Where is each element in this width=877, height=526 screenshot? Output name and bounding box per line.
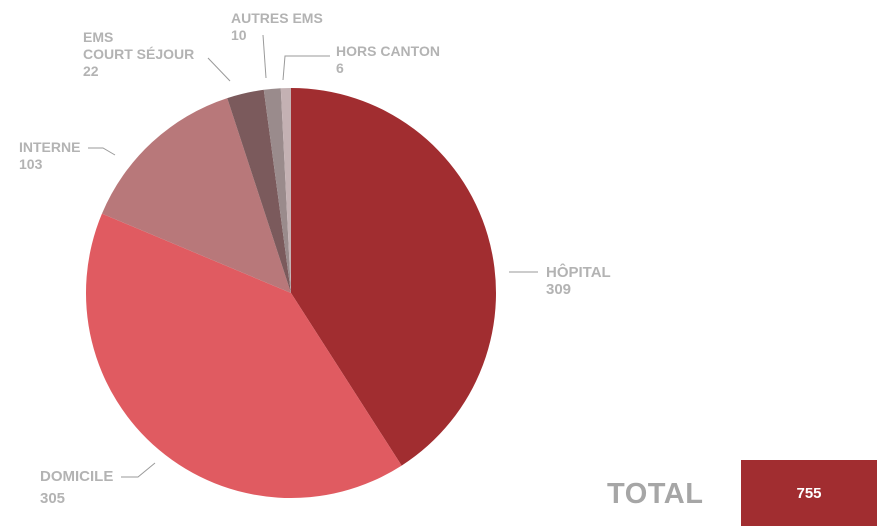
slice-label: AUTRES EMS 10	[231, 10, 323, 43]
pie-slice	[263, 88, 291, 293]
slice-value: 103	[19, 156, 43, 172]
slice-label: HÔPITAL 309	[546, 263, 611, 298]
leader-line	[88, 147, 116, 156]
leader-line	[262, 34, 267, 79]
pie-slices	[85, 88, 497, 499]
slice-value: 22	[83, 63, 99, 79]
leader-lines	[88, 34, 538, 478]
pie-slice	[101, 98, 291, 293]
pie-slice	[85, 213, 402, 499]
slice-label: DOMICILE 305	[40, 468, 113, 507]
pie-slice	[291, 88, 497, 466]
slice-value: 305	[40, 490, 65, 507]
slice-labels: HÔPITAL 309 DOMICILE 305 INTERNE 103 EMS COURT …	[19, 10, 611, 507]
total-label: TOTAL	[607, 478, 704, 510]
slice-value: 10	[231, 27, 247, 43]
slice-label: HORS CANTON 6	[336, 43, 440, 76]
slice-value: 309	[546, 281, 571, 298]
slice-label: INTERNE 103	[19, 139, 80, 172]
slice-label: EMS COURT SÉJOUR 22	[83, 29, 194, 79]
leader-line	[121, 462, 156, 478]
pie-slice	[227, 89, 291, 293]
leader-line	[207, 57, 231, 82]
slice-value: 6	[336, 60, 344, 76]
pie-slice	[280, 88, 291, 293]
leader-line	[282, 55, 330, 81]
total-value-box: 755	[741, 460, 877, 526]
